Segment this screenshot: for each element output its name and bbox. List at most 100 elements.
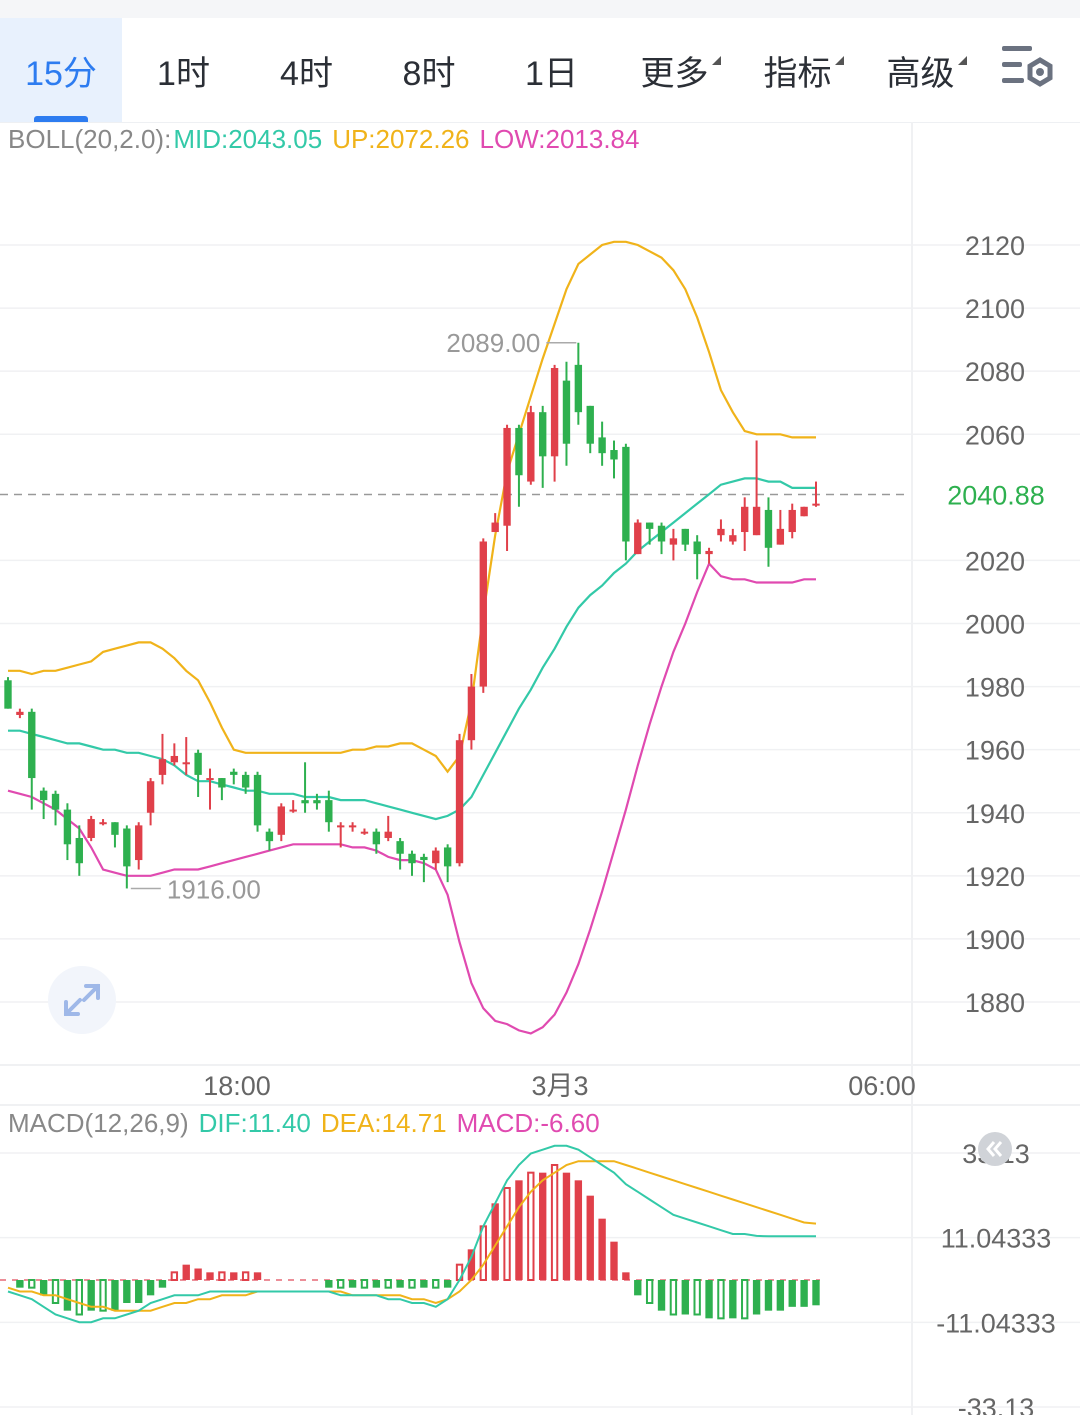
- candle-body: [289, 809, 297, 812]
- macd-bar: [741, 1279, 749, 1320]
- candle-body: [693, 541, 701, 555]
- macd-bar: [16, 1280, 24, 1288]
- candle-body: [420, 856, 428, 861]
- candle-body: [253, 774, 262, 826]
- candle-body: [396, 841, 404, 854]
- candle-body: [705, 550, 713, 555]
- candle-body: [586, 405, 594, 444]
- macd-bar: [574, 1180, 583, 1280]
- candle-body: [123, 828, 131, 867]
- candle-body: [325, 800, 333, 823]
- macd-bar: [218, 1271, 226, 1282]
- macd-bar: [693, 1279, 701, 1316]
- expand-chart-button[interactable]: [48, 966, 116, 1034]
- candle-body: [812, 503, 820, 506]
- candle-body: [277, 806, 285, 835]
- candle-body: [87, 819, 95, 838]
- tab-5[interactable]: 1日: [490, 18, 613, 122]
- macd-bar: [586, 1195, 594, 1280]
- macd-legend-macd: MACD:-6.60: [456, 1108, 600, 1138]
- tab-label: 4时: [280, 54, 333, 93]
- chart-settings-icon[interactable]: [1000, 42, 1058, 94]
- candle-body: [645, 522, 654, 529]
- price-tick-label: 1980: [965, 673, 1025, 703]
- macd-bar: [28, 1279, 36, 1289]
- macd-bar: [788, 1280, 796, 1307]
- macd-bar: [337, 1279, 345, 1289]
- current-price-label: 2040.88: [947, 481, 1045, 511]
- price-tick-label: 1960: [965, 736, 1025, 766]
- candle-body: [479, 541, 487, 687]
- macd-bar: [87, 1280, 95, 1311]
- macd-bar: [562, 1172, 571, 1280]
- macd-bar: [408, 1279, 416, 1289]
- candle-body: [170, 755, 179, 763]
- active-tab-indicator: [34, 116, 88, 122]
- price-tick-label: 1920: [965, 862, 1025, 892]
- macd-bar: [752, 1280, 761, 1315]
- macd-tick-label: 11.04333: [941, 1224, 1052, 1254]
- status-strip: [0, 0, 1080, 18]
- macd-bar: [170, 1271, 179, 1282]
- macd-bar: [420, 1280, 428, 1288]
- candle-body: [337, 825, 345, 828]
- macd-bar: [729, 1280, 737, 1319]
- macd-bar: [325, 1280, 333, 1288]
- macd-tick-label: -33.13: [958, 1393, 1035, 1415]
- candle-body: [455, 740, 464, 864]
- tab-3[interactable]: 4时: [245, 18, 368, 122]
- macd-close-button[interactable]: [978, 1132, 1012, 1166]
- macd-bar: [111, 1280, 119, 1311]
- price-tick-label: 1900: [965, 925, 1025, 955]
- macd-bar: [764, 1280, 773, 1311]
- candle-body: [657, 525, 666, 542]
- tab-7[interactable]: 指标: [736, 18, 859, 122]
- candle-body: [550, 368, 559, 457]
- macd-bar: [372, 1280, 381, 1288]
- candle-body: [51, 793, 60, 810]
- candle-body: [265, 831, 274, 842]
- macd-bar: [539, 1172, 547, 1280]
- candle-body: [241, 774, 250, 788]
- macd-bar: [455, 1263, 464, 1282]
- tab-label: 8时: [402, 54, 456, 93]
- macd-bar: [182, 1264, 190, 1280]
- macd-bar: [669, 1279, 678, 1316]
- price-tick-label: 2080: [965, 357, 1025, 387]
- tab-label: 高级: [887, 46, 967, 95]
- candle-body: [610, 450, 618, 460]
- tab-4[interactable]: 8时: [368, 18, 490, 122]
- price-tick-label: 2060: [965, 420, 1025, 450]
- dropdown-caret-icon: [834, 55, 844, 65]
- macd-bar: [384, 1279, 392, 1289]
- price-tick-label: 2100: [965, 294, 1025, 324]
- tab-1[interactable]: 15分: [0, 18, 122, 122]
- macd-tick-label: -11.04333: [936, 1308, 1056, 1338]
- candle-body: [788, 509, 796, 533]
- macd-bar: [123, 1280, 131, 1304]
- macd-bar: [158, 1280, 167, 1288]
- boll-upper-line: [8, 240, 816, 774]
- candle-body: [432, 850, 440, 864]
- dropdown-caret-icon: [957, 55, 967, 65]
- tab-6[interactable]: 更多: [613, 18, 736, 122]
- candle-body: [515, 427, 523, 476]
- candle-body: [4, 680, 12, 709]
- chevron-left-icon: [986, 1141, 1003, 1157]
- candle-body: [729, 535, 737, 542]
- macd-dif-line: [7, 1144, 816, 1324]
- macd-bar: [443, 1280, 452, 1288]
- macd-bar: [550, 1163, 559, 1282]
- candle-body: [562, 380, 571, 444]
- macd-bar: [527, 1171, 535, 1282]
- candle-body: [574, 364, 583, 413]
- tab-2[interactable]: 1时: [122, 18, 245, 122]
- macd-bar: [206, 1272, 214, 1280]
- tab-8[interactable]: 高级: [859, 18, 982, 122]
- candle-body: [206, 778, 214, 781]
- time-label: 3月3: [531, 1071, 588, 1101]
- boll-legend-up: UP:2072.26: [332, 124, 470, 154]
- macd-legend-dea: DEA:14.71: [320, 1108, 447, 1138]
- boll-legend: BOLL(20,2.0):MID:2043.05 UP:2072.26 LOW:20…: [8, 124, 649, 155]
